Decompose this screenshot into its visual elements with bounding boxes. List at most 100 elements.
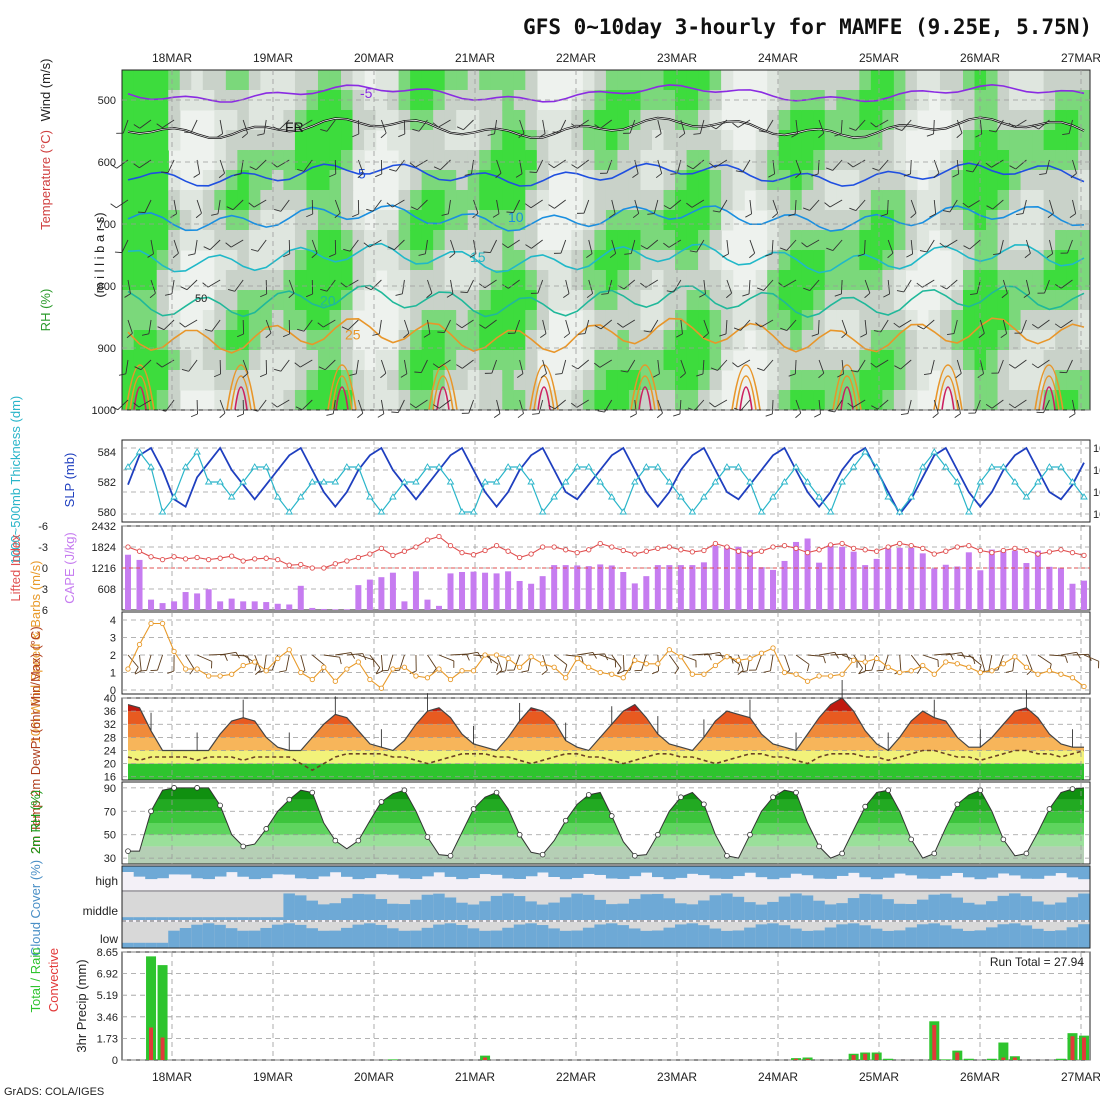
wind-barb xyxy=(299,119,313,128)
rh-cell xyxy=(882,390,895,411)
rh-cell xyxy=(675,330,688,351)
wind-barb xyxy=(1083,654,1099,662)
cloud-high-cell xyxy=(640,866,653,873)
precip-convective-bar xyxy=(149,1027,154,1060)
rh-cell xyxy=(156,190,169,211)
cloud-high-cell xyxy=(859,866,872,878)
cloud-gray-cell xyxy=(191,892,204,920)
wind-barb-flag xyxy=(632,213,639,219)
rh-cell xyxy=(594,330,607,351)
rh-cell xyxy=(237,70,250,91)
wind-speed-point xyxy=(1012,654,1018,660)
rh-cell xyxy=(133,230,146,251)
thickness-point xyxy=(930,448,939,455)
wind-barb xyxy=(276,159,290,168)
wind-barb xyxy=(853,654,863,669)
cloud-high-cell xyxy=(905,866,918,876)
rh-cell xyxy=(248,150,262,171)
rh-cell xyxy=(225,210,238,231)
rh-cell xyxy=(502,190,515,211)
wind-barb xyxy=(657,159,663,174)
rh-cell xyxy=(974,330,987,351)
rh-cell xyxy=(490,250,503,271)
rh-point xyxy=(608,813,615,819)
cloud-cell xyxy=(652,893,665,920)
cloud-cell xyxy=(721,930,734,948)
wind-barb xyxy=(748,279,751,294)
date-labels-bottom: 18MAR 19MAR 20MAR 21MAR 22MAR 23MAR 24MAR 25MAR… xyxy=(152,1070,1100,1084)
thickness-point xyxy=(792,463,800,470)
temp-band xyxy=(128,763,1084,780)
cape-bar xyxy=(217,601,224,610)
cloud-cell xyxy=(214,917,227,920)
wind-barb-flag xyxy=(707,653,712,661)
rh-cell xyxy=(1032,130,1045,151)
wind-barb xyxy=(809,279,820,291)
wind-barb xyxy=(784,654,791,671)
rh-cell xyxy=(294,230,308,251)
rh-cell xyxy=(767,310,780,331)
rh-cell xyxy=(444,130,457,151)
wind-barb xyxy=(979,654,986,671)
wind-barb xyxy=(242,359,249,374)
cloud-cell xyxy=(260,927,273,948)
wind-barb xyxy=(150,239,154,254)
cloud-cell xyxy=(317,930,331,948)
li-point xyxy=(551,544,557,550)
rh-cell xyxy=(398,230,411,251)
rh-point xyxy=(516,831,523,838)
li-point xyxy=(1046,549,1053,555)
li-point xyxy=(735,548,742,554)
warm-contour xyxy=(937,375,959,411)
li-point xyxy=(1023,547,1030,554)
wind-speed-point xyxy=(954,661,960,667)
rh-cell xyxy=(732,290,745,311)
rh-cell xyxy=(617,190,630,211)
cloud-cell xyxy=(962,902,976,920)
wind-speed-point xyxy=(482,652,488,658)
rh-cell xyxy=(329,90,342,111)
li-point xyxy=(240,558,246,564)
rh-band xyxy=(128,787,1084,800)
rh-cell xyxy=(479,170,492,191)
rh-cell xyxy=(663,190,676,211)
rh-cell xyxy=(502,170,515,191)
wind-barb-flag xyxy=(712,210,720,213)
rh-cell xyxy=(778,330,791,351)
wind-barb xyxy=(926,239,935,253)
cape-bar xyxy=(965,552,972,610)
rh-cell xyxy=(294,70,308,91)
wind-barb xyxy=(611,239,617,254)
wind-barb xyxy=(945,652,962,656)
wind-barb-flag xyxy=(225,242,232,248)
rh-point xyxy=(770,794,776,801)
cape-bar xyxy=(873,558,880,610)
rh-cell xyxy=(605,350,619,371)
rh-cell xyxy=(156,390,169,411)
rh-cell xyxy=(882,130,895,151)
li-point xyxy=(1058,547,1064,553)
wind-barb-flag xyxy=(772,212,778,219)
wind-barb-flag xyxy=(640,282,647,288)
date-label-bottom: 25MAR xyxy=(859,1070,899,1084)
wind-barb xyxy=(301,399,313,411)
wind-frame xyxy=(121,611,1091,695)
cloud-cell xyxy=(156,917,169,920)
cloud-high-cell xyxy=(122,866,135,872)
wind-barb-flag xyxy=(548,163,555,169)
rh-cell xyxy=(859,370,872,391)
wind-barb-flag xyxy=(1005,670,1013,673)
wind-barb-flag xyxy=(900,413,908,415)
wind-barb xyxy=(538,399,544,414)
cloud-cell xyxy=(594,899,607,920)
cloud-cell xyxy=(974,904,987,920)
wind-barb-flag xyxy=(110,203,117,209)
rh-cell xyxy=(905,250,918,271)
rh-cell xyxy=(962,330,976,351)
wind-barb-flag xyxy=(811,333,819,337)
wind-barb-flag xyxy=(847,402,854,408)
rh-cell xyxy=(271,350,285,371)
cape-tick-label: 1216 xyxy=(92,563,116,575)
cloud-cell xyxy=(628,898,642,920)
rh-cell xyxy=(294,370,308,391)
